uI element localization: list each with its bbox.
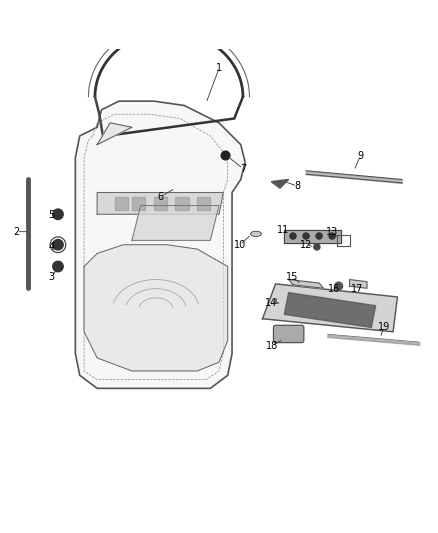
Circle shape bbox=[314, 244, 320, 250]
Polygon shape bbox=[197, 197, 210, 210]
Circle shape bbox=[290, 233, 296, 239]
Polygon shape bbox=[262, 284, 397, 332]
Polygon shape bbox=[84, 245, 228, 371]
Text: 6: 6 bbox=[157, 192, 163, 202]
Circle shape bbox=[53, 239, 63, 250]
Polygon shape bbox=[350, 279, 367, 288]
Text: 4: 4 bbox=[48, 242, 54, 252]
Text: 3: 3 bbox=[48, 272, 54, 282]
Text: 14: 14 bbox=[265, 298, 277, 309]
Text: 12: 12 bbox=[300, 240, 312, 250]
Text: 9: 9 bbox=[357, 150, 364, 160]
Circle shape bbox=[329, 233, 335, 239]
FancyBboxPatch shape bbox=[273, 325, 304, 343]
Circle shape bbox=[335, 282, 343, 290]
Polygon shape bbox=[97, 123, 132, 144]
Text: 19: 19 bbox=[378, 321, 391, 332]
Circle shape bbox=[53, 261, 63, 272]
Ellipse shape bbox=[251, 231, 261, 237]
Polygon shape bbox=[132, 197, 145, 210]
Polygon shape bbox=[132, 206, 219, 240]
Polygon shape bbox=[284, 293, 376, 327]
Polygon shape bbox=[75, 101, 245, 389]
Text: 1: 1 bbox=[216, 63, 222, 74]
Circle shape bbox=[303, 233, 309, 239]
Circle shape bbox=[221, 151, 230, 160]
Polygon shape bbox=[115, 197, 127, 210]
Circle shape bbox=[53, 209, 63, 220]
Polygon shape bbox=[289, 279, 323, 288]
Text: 8: 8 bbox=[294, 181, 300, 191]
Text: 2: 2 bbox=[14, 227, 20, 237]
Text: 10: 10 bbox=[234, 240, 246, 250]
Polygon shape bbox=[271, 180, 289, 188]
Text: 13: 13 bbox=[326, 227, 338, 237]
Text: 7: 7 bbox=[240, 164, 246, 174]
Text: 17: 17 bbox=[351, 284, 364, 294]
Text: 5: 5 bbox=[48, 210, 55, 220]
Polygon shape bbox=[176, 197, 188, 210]
Polygon shape bbox=[284, 230, 341, 243]
Text: 18: 18 bbox=[265, 341, 278, 351]
Polygon shape bbox=[97, 192, 223, 214]
Text: 15: 15 bbox=[286, 272, 298, 282]
Text: 16: 16 bbox=[328, 284, 340, 294]
Text: 11: 11 bbox=[277, 224, 290, 235]
Circle shape bbox=[316, 233, 322, 239]
Polygon shape bbox=[154, 197, 167, 210]
